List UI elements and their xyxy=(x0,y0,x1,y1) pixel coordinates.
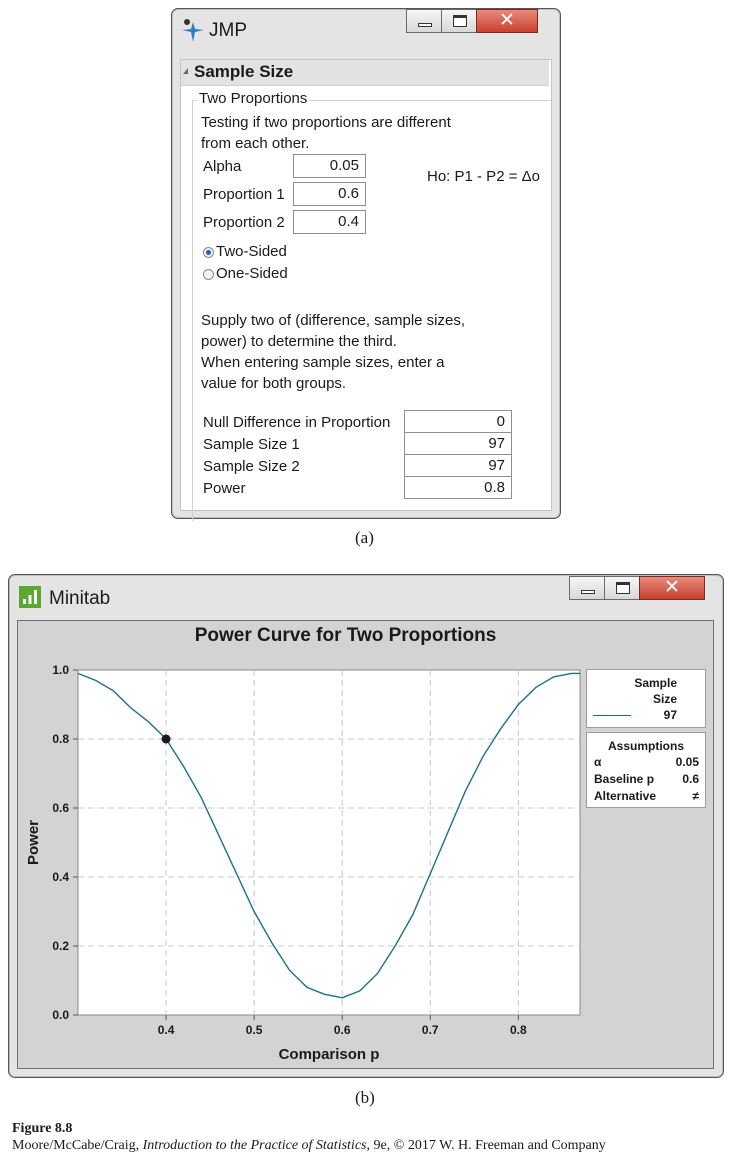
close-icon: ✕ xyxy=(499,9,515,31)
legend-line-swatch xyxy=(593,715,631,716)
jmp-window-controls: ✕ xyxy=(406,9,538,35)
y-axis-label: Power xyxy=(25,820,42,865)
jmp-title-bar: JMP ✕ xyxy=(172,9,560,51)
jmp-window-title: JMP xyxy=(209,20,247,41)
power-field[interactable]: 0.8 xyxy=(404,476,512,499)
instructions-line-3: When entering sample sizes, enter a xyxy=(201,354,445,371)
sample-size-1-label: Sample Size 1 xyxy=(203,436,300,453)
legend-entry: 97 xyxy=(663,708,677,722)
assumption-alpha-value: 0.05 xyxy=(675,755,699,769)
disclosure-triangle-icon[interactable] xyxy=(183,68,188,74)
figure-credit: Moore/McCabe/Craig, Introduction to the … xyxy=(12,1138,606,1154)
one-sided-label[interactable]: One-Sided xyxy=(216,265,288,282)
assumption-baseline-value: 0.6 xyxy=(682,772,699,786)
one-sided-radio[interactable] xyxy=(203,269,214,280)
minitab-window-controls: ✕ xyxy=(569,576,705,602)
plot-area xyxy=(77,669,581,1016)
minitab-window: Minitab ✕ Power Curve for Two Proportion… xyxy=(8,574,724,1078)
two-sided-radio[interactable] xyxy=(203,247,214,258)
assumptions-header: Assumptions xyxy=(607,739,684,753)
maximize-icon xyxy=(616,582,630,594)
proportion-2-field[interactable]: 0.4 xyxy=(293,210,366,234)
description-line-1: Testing if two proportions are different xyxy=(201,114,451,131)
close-icon: ✕ xyxy=(664,576,680,598)
sample-size-2-label: Sample Size 2 xyxy=(203,458,300,475)
instructions-line-1: Supply two of (difference, sample sizes, xyxy=(201,312,466,329)
power-curve-plot: 0.4 0.5 0.6 0.7 0.8 0.0 0.2 0.4 0.6 0.8 1.0 Compari… xyxy=(25,663,581,1063)
jmp-window: JMP ✕ Sample Size Two Proportions Testin… xyxy=(171,8,561,521)
minitab-window-title: Minitab xyxy=(49,588,111,609)
proportion-2-label: Proportion 2 xyxy=(203,214,285,231)
jmp-star-logo-icon xyxy=(182,19,204,42)
proportion-1-label: Proportion 1 xyxy=(203,186,285,203)
sample-size-2-field[interactable]: 97 xyxy=(404,454,512,477)
instructions-line-4: value for both groups. xyxy=(201,375,347,392)
minimize-button[interactable] xyxy=(406,9,442,33)
maximize-button[interactable] xyxy=(604,576,640,600)
minimize-button[interactable] xyxy=(569,576,605,600)
legend-header-line-2: Size xyxy=(652,692,677,706)
close-button[interactable]: ✕ xyxy=(639,576,705,600)
power-point-marker xyxy=(161,734,171,744)
null-difference-field[interactable]: 0 xyxy=(404,410,512,433)
y-tick-label: 0.0 xyxy=(52,1008,69,1022)
two-proportions-group xyxy=(192,100,551,521)
minitab-title-bar: Minitab ✕ xyxy=(9,575,723,617)
graph-panel: Power Curve for Two Proportions 0.4 0.5 0.… xyxy=(17,620,714,1069)
minimize-icon xyxy=(418,23,432,27)
close-button[interactable]: ✕ xyxy=(476,9,538,33)
x-tick-label: 0.7 xyxy=(422,1023,439,1037)
assumption-alternative-label: Alternative xyxy=(594,789,657,803)
assumption-alpha-label: α xyxy=(594,755,602,769)
instructions-line-2: power) to determine the third. xyxy=(201,333,397,350)
y-tick-label: 0.2 xyxy=(52,939,69,953)
null-difference-label: Null Difference in Proportion xyxy=(203,414,391,431)
credit-publisher: , 9e, © 2017 W. H. Freeman and Company xyxy=(366,1138,606,1153)
y-tick-label: 0.6 xyxy=(52,801,69,815)
y-tick-label: 0.4 xyxy=(52,870,69,884)
sample-size-legend: Sample Size 97 xyxy=(586,669,706,728)
maximize-button[interactable] xyxy=(441,9,477,33)
x-tick-label: 0.6 xyxy=(334,1023,351,1037)
power-label: Power xyxy=(203,480,246,497)
minitab-bars-logo-icon xyxy=(19,586,41,608)
caption-a: (a) xyxy=(355,528,374,547)
credit-book-title: Introduction to the Practice of Statisti… xyxy=(142,1138,367,1153)
minimize-icon xyxy=(581,590,595,594)
assumption-baseline-label: Baseline p xyxy=(594,772,655,786)
two-sided-label[interactable]: Two-Sided xyxy=(216,243,287,260)
x-tick-label: 0.8 xyxy=(510,1023,527,1037)
chart-title: Power Curve for Two Proportions xyxy=(194,625,497,646)
alpha-label: Alpha xyxy=(203,158,242,175)
maximize-icon xyxy=(453,15,467,27)
figure-label: Figure 8.8 xyxy=(12,1121,73,1136)
group-label: Two Proportions xyxy=(197,90,310,107)
jmp-sample-size-panel: Sample Size Two Proportions Testing if t… xyxy=(180,59,552,521)
outline-header[interactable]: Sample Size xyxy=(181,60,549,86)
outline-title: Sample Size xyxy=(194,62,294,81)
x-axis-label: Comparison p xyxy=(279,1046,380,1063)
y-tick-label: 1.0 xyxy=(52,663,69,677)
caption-b: (b) xyxy=(355,1088,375,1107)
y-tick-label: 0.8 xyxy=(52,732,69,746)
legend-header-line-1: Sample xyxy=(634,676,677,690)
proportion-1-field[interactable]: 0.6 xyxy=(293,182,366,206)
hypothesis-text: Ho: P1 - P2 = Δo xyxy=(427,168,540,185)
alpha-field[interactable]: 0.05 xyxy=(293,154,366,178)
x-tick-label: 0.4 xyxy=(158,1023,175,1037)
description-line-2: from each other. xyxy=(201,135,310,152)
sample-size-1-field[interactable]: 97 xyxy=(404,432,512,455)
x-tick-label: 0.5 xyxy=(246,1023,263,1037)
assumption-alternative-value: ≠ xyxy=(692,789,699,803)
assumptions-box: Assumptions α 0.05 Baseline p 0.6 Altern… xyxy=(586,732,706,808)
credit-authors: Moore/McCabe/Craig, xyxy=(12,1138,143,1153)
